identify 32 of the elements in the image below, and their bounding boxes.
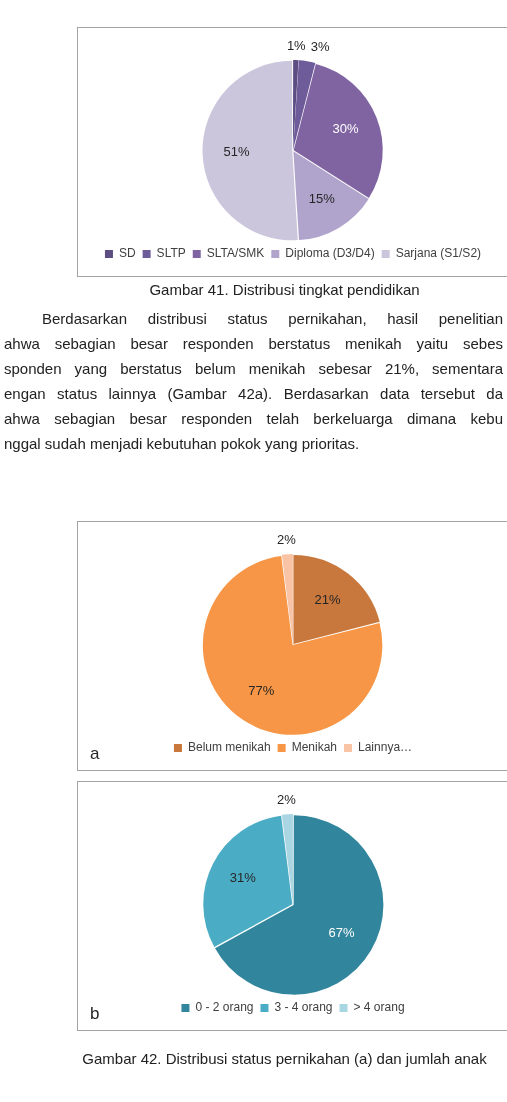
data-label: 30%: [332, 121, 359, 137]
legend-label: Menikah: [291, 740, 338, 755]
legend-label: SLTA/SMK: [206, 246, 265, 261]
data-label: 31%: [229, 870, 257, 886]
text: Gambar 42. Distribusi status pernikahan (a) dan jumlah anak: [81, 1049, 488, 1069]
data-label: 21%: [314, 591, 342, 607]
legend-label: SLTP: [156, 246, 186, 261]
data-label: 1%: [286, 38, 307, 54]
text: b: [90, 1004, 100, 1024]
legend-label: Belum menikah: [187, 740, 271, 755]
text: Gambar 41. Distribusi tingkat pendidikan: [148, 280, 421, 300]
legend-label: Diploma (D3/D4): [285, 246, 375, 261]
text: a: [90, 744, 100, 764]
legend-label: 3 - 4 orang: [274, 1000, 333, 1015]
data-label: 15%: [308, 190, 336, 206]
data-label: 51%: [223, 143, 251, 159]
data-label: 2%: [277, 532, 297, 548]
legend-label: 0 - 2 orang: [195, 1000, 254, 1015]
data-label: 2%: [277, 792, 297, 808]
data-label: 3%: [310, 39, 330, 55]
data-label: 67%: [328, 924, 355, 940]
text: ahwa sebagian besar responden telah berkeluarga dimana kebu: [4, 409, 503, 429]
legend-label: Lainnya…: [358, 740, 413, 755]
data-label: 77%: [248, 682, 275, 698]
text: engan status lainnya (Gambar 42a). Berdasarkan data tersebut da: [4, 384, 503, 404]
legend-label: > 4 orang: [353, 1000, 405, 1015]
text: ahwa sebagian besar responden berstatus menikah yaitu sebes: [4, 334, 503, 354]
text: nggal sudah menjadi kebutuhan pokok yang prioritas.: [4, 434, 361, 454]
text: sponden yang berstatus belum menikah sebesar 21%, sementara: [4, 359, 503, 379]
legend-label: Sarjana (S1/S2): [395, 246, 482, 261]
text: Berdasarkan distribusi status pernikahan, hasil penelitian: [41, 309, 503, 329]
legend-label: SD: [118, 246, 136, 261]
